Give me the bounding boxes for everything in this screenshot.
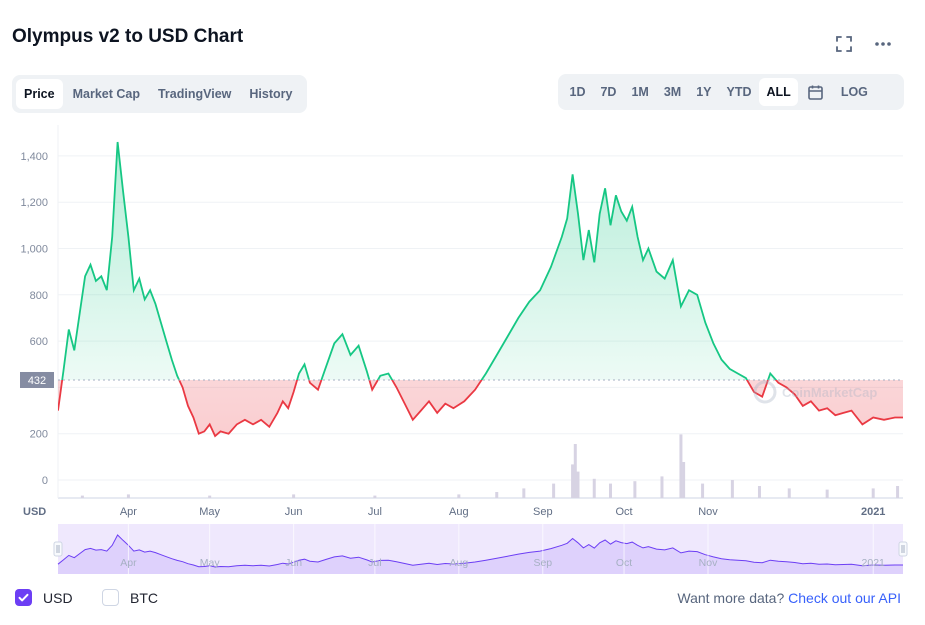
price-line-up (61, 141, 778, 380)
y-tick-label: 1,000 (20, 244, 48, 256)
api-link[interactable]: Check out our API (788, 590, 901, 606)
baseline-label: 432 (28, 375, 46, 387)
watermark-text: CoinMarketCap (782, 385, 877, 400)
x-tick-label: Oct (615, 506, 632, 518)
range-ytd[interactable]: YTD (726, 85, 752, 99)
navigator-chart[interactable]: Apr May Jun Jul Aug Sep Oct Nov 2021 (0, 520, 925, 578)
volume-bar (871, 488, 875, 498)
volume-bar (592, 478, 596, 498)
volume-bar (373, 495, 377, 498)
handle-grip (53, 541, 63, 557)
navigator-tick-label: Apr (120, 557, 137, 569)
check-icon (18, 593, 29, 602)
fullscreen-icon[interactable] (834, 34, 854, 54)
price-area-down (58, 379, 903, 436)
volume-bar (208, 495, 212, 498)
volume-bar (633, 481, 637, 498)
x-tick-label: Nov (698, 506, 718, 518)
page-title: Olympus v2 to USD Chart (12, 26, 244, 47)
y-tick-label: 1,200 (20, 197, 48, 209)
volume-bar (682, 462, 686, 498)
y-tick-label: 600 (30, 336, 48, 348)
volume-bar (552, 483, 556, 498)
range-1y[interactable]: 1Y (696, 85, 712, 99)
x-tick-label: Aug (449, 506, 469, 518)
navigator-area (58, 535, 903, 574)
usd-label: USD (43, 590, 73, 606)
navigator-tick-label: Sep (533, 557, 552, 569)
volume-bar (757, 486, 761, 498)
y-tick-label: 200 (30, 429, 48, 441)
price-chart[interactable]: 0 200 600 800 1,000 1,200 1,400 432 CoinMarketCa… (0, 125, 925, 520)
currency-axis-label: USD (23, 506, 46, 518)
x-tick-label: 2021 (861, 506, 885, 518)
navigator-tick-label: Nov (699, 557, 718, 569)
volume-bar (730, 480, 734, 498)
more-options-icon[interactable] (873, 34, 893, 54)
navigator-tick-label: Oct (616, 557, 632, 569)
calendar-icon[interactable] (798, 78, 833, 106)
navigator-tick-label: Aug (449, 557, 468, 569)
range-1d[interactable]: 1D (569, 85, 586, 99)
volume-bar (457, 494, 461, 498)
navigator-tick-label: May (200, 557, 221, 569)
volume-bar (679, 434, 683, 498)
y-tick-label: 800 (30, 290, 48, 302)
volume-bar (609, 483, 612, 498)
time-range-tabs: 1D 7D 1M 3M 1Y YTD ALL LOG (558, 74, 904, 110)
tab-history[interactable]: History (249, 87, 293, 101)
volume-bar (660, 476, 664, 498)
navigator-tick-label: Jun (285, 557, 302, 569)
x-tick-label: Sep (533, 506, 553, 518)
volume-bar (292, 494, 296, 498)
x-tick-label: Apr (120, 506, 137, 518)
navigator-handle-left[interactable] (53, 541, 63, 557)
log-scale-button[interactable]: LOG (840, 85, 868, 99)
volume-bar (571, 464, 575, 498)
navigator-tick-label: 2021 (862, 557, 886, 569)
tab-market-cap[interactable]: Market Cap (72, 87, 140, 101)
range-1m[interactable]: 1M (631, 85, 649, 99)
volume-bar (126, 494, 130, 498)
more-data-label: Want more data? (677, 590, 785, 606)
x-tick-label: May (199, 506, 220, 518)
range-3m[interactable]: 3M (663, 85, 682, 99)
x-tick-label: Jun (285, 506, 303, 518)
btc-checkbox[interactable] (102, 589, 119, 606)
y-tick-label: 1,400 (20, 151, 48, 163)
volume-bar (80, 495, 84, 498)
baseline-label-bg (20, 371, 54, 388)
volume-bar (495, 492, 499, 498)
chart-type-tabs: Price Market Cap TradingView History (12, 75, 307, 113)
navigator-line (57, 534, 903, 568)
volume-bar (522, 488, 526, 498)
volume-bar (573, 444, 577, 498)
navigator-tick-label: Jul (368, 557, 381, 569)
volume-bar (787, 488, 791, 498)
range-all[interactable]: ALL (759, 78, 799, 106)
volume-bar (576, 471, 580, 498)
volume-bar (896, 486, 900, 498)
volume-bar (825, 489, 829, 498)
handle-grip (898, 541, 908, 557)
more-data-text: Want more data? Check out our API (677, 590, 901, 606)
tab-price[interactable]: Price (16, 79, 63, 109)
navigator-handle-right[interactable] (898, 541, 908, 557)
price-area-up (58, 142, 903, 380)
btc-label: BTC (130, 590, 158, 606)
x-tick-label: Jul (368, 506, 382, 518)
tab-tradingview[interactable]: TradingView (157, 87, 232, 101)
volume-bar (701, 483, 705, 498)
coinmarketcap-logo-icon (753, 380, 777, 404)
price-line-down (58, 379, 903, 438)
usd-checkbox[interactable] (15, 589, 32, 606)
watermark: CoinMarketCap (753, 380, 877, 404)
chart-footer: USD BTC Want more data? Check out our AP… (0, 585, 925, 611)
y-tick-label: 0 (42, 475, 48, 487)
range-7d[interactable]: 7D (600, 85, 617, 99)
